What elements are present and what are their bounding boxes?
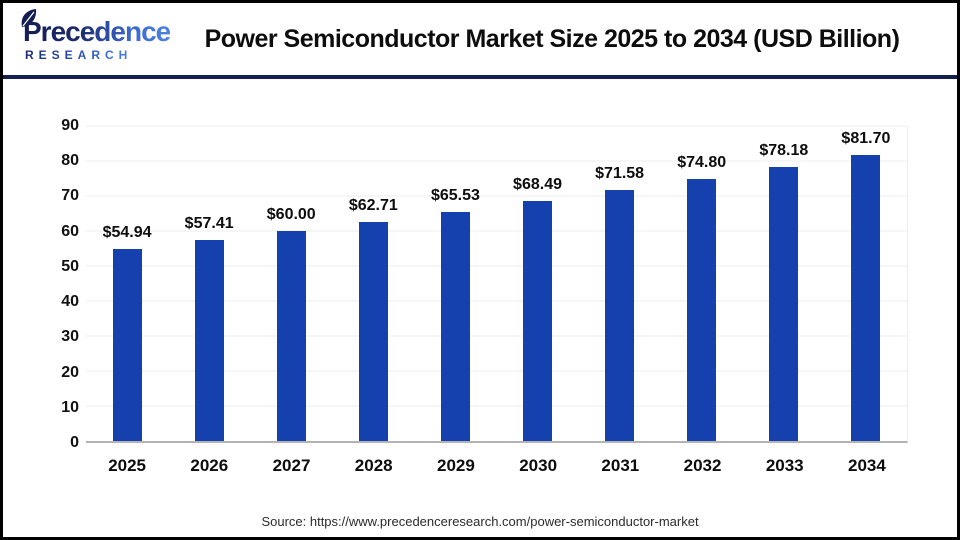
bar-value-label: $62.71 [348,196,398,214]
x-axis-tick-label: 2028 [354,456,393,475]
gridline [86,230,907,232]
x-axis-tick-label: 2029 [437,456,475,475]
leaf-icon [20,8,38,29]
gridline [86,300,907,302]
bar-slot: $78.18 [743,126,825,441]
bar-value-label: $78.18 [759,142,809,160]
x-axis-tick-label: 2025 [108,456,147,475]
y-axis-tick-label: 90 [61,117,79,134]
gridline [86,160,907,162]
y-axis: 0 10 20 30 40 50 60 70 80 90 [31,118,79,451]
bar-value-label: $54.94 [102,223,152,241]
bar-value-label: $68.49 [513,176,562,194]
source-text: Source: https://www.precedenceresearch.c… [261,514,699,529]
y-axis-tick-label: 40 [61,293,79,311]
bar [851,155,881,441]
gridline [86,335,907,337]
y-axis-tick-label: 20 [61,363,79,381]
bar-slot: $57.41 [168,126,250,441]
bar-value-label: $57.41 [184,215,234,233]
bar-value-label: $74.80 [677,154,727,172]
bar [605,190,635,441]
y-axis-tick-label: 70 [61,187,79,205]
x-axis-tick-label: 2027 [272,456,311,475]
bar [440,211,470,441]
header: Precedence RESEARCH Power Semiconductor … [3,3,957,79]
x-axis-tick-label: 2031 [601,456,640,475]
bar-value-label: $81.70 [841,130,891,148]
y-axis-tick-label: 30 [61,328,79,346]
x-axis-tick-label: 2034 [848,456,886,475]
bar [276,231,306,441]
y-axis-tick-label: 0 [70,434,79,451]
bar [112,248,142,441]
x-axis-tick-label: 2026 [190,456,229,475]
y-axis-tick-label: 80 [61,152,79,170]
x-axis: 2025 2026 2027 2028 2029 2030 2031 2032 2033 2034 [86,455,908,477]
bar [194,240,224,441]
bar [687,179,717,441]
gridline [86,370,907,372]
bar-slot: $62.71 [332,126,414,441]
precedence-research-logo: Precedence RESEARCH [19,8,171,62]
bar-slot: $74.80 [661,126,743,441]
bar-value-label: $65.53 [430,186,480,204]
gridline [86,265,907,267]
gridline [86,405,907,407]
x-axis-tick-label: 2033 [765,456,804,475]
bar-value-label: $71.58 [595,165,645,183]
bar-slot: $81.70 [825,126,907,441]
logo-subtitle-text: RESEARCH [25,47,133,62]
footer: Source: https://www.precedenceresearch.c… [3,514,957,529]
bar [523,201,553,441]
x-axis-tick-label: 2032 [683,456,722,475]
bar-slot: $60.00 [250,126,332,441]
y-axis-tick-label: 60 [61,222,79,240]
bar-value-label: $60.00 [266,206,316,224]
chart-title: Power Semiconductor Market Size 2025 to … [204,24,900,53]
bar-slot: $65.53 [414,126,496,441]
gridline [86,125,907,127]
gridline [86,195,907,197]
bar-slot: $54.94 [86,126,168,441]
bar-slot: $68.49 [496,126,578,441]
bar [358,221,388,441]
y-axis-tick-label: 50 [61,257,79,275]
logo-brand-text: Precedence [23,15,171,47]
x-axis-tick-label: 2030 [519,456,558,475]
bar [769,167,799,441]
y-axis-tick-label: 10 [61,398,79,416]
plot-area: $54.94 $57.41 $60.00 $62.71 $65.53 $68.49 $71.… [86,125,908,443]
bar-slot: $71.58 [579,126,661,441]
